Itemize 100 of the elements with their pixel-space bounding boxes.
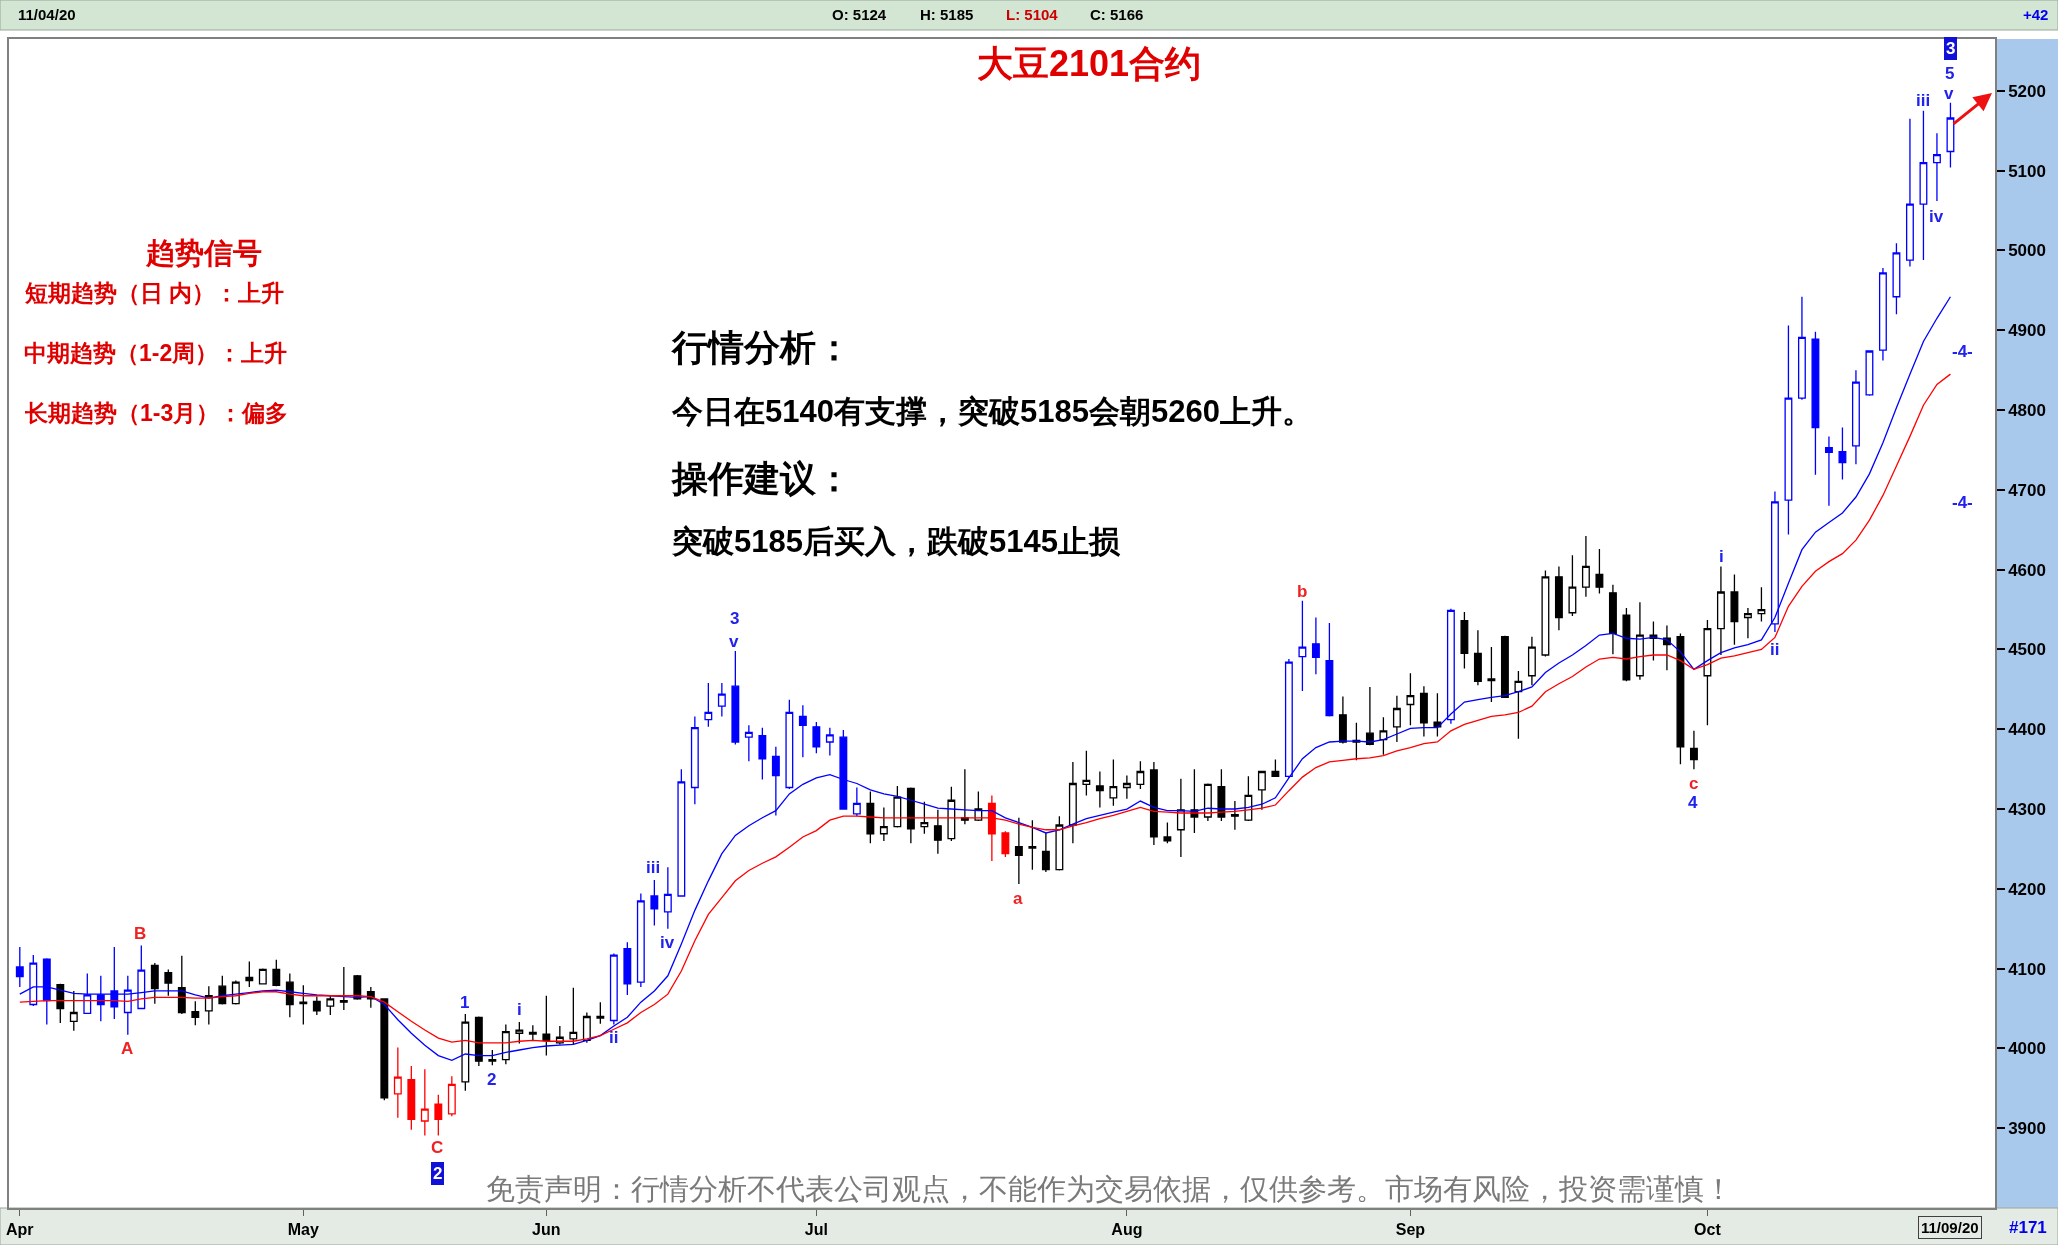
candlestick (1325, 622, 1334, 718)
candlestick (1946, 102, 1955, 169)
candlestick (677, 768, 686, 898)
candlestick (866, 790, 875, 844)
annotation: 3 (730, 609, 740, 628)
candlestick (663, 866, 672, 930)
candlestick (380, 997, 389, 1101)
candlestick (1392, 695, 1401, 743)
candlestick (1082, 750, 1091, 797)
candlestick (1824, 435, 1833, 507)
candlestick (542, 995, 551, 1057)
candlestick (1203, 782, 1212, 822)
candlestick (1703, 619, 1712, 726)
candlestick (1514, 670, 1523, 740)
candlestick (1041, 832, 1050, 873)
annotation: 突破5185后买入，跌破5145止损 (671, 524, 1121, 559)
candlestick (1554, 565, 1563, 631)
annotation: i (517, 1000, 522, 1019)
chart-title: 大豆2101合约 (976, 42, 1202, 84)
candlestick (299, 984, 308, 1026)
text: L: 5104 (1006, 6, 1059, 23)
y-tick-label: 5100 (2008, 161, 2046, 181)
x-tick-label: Jul (804, 1220, 828, 1238)
y-tick-label: 4600 (2008, 560, 2046, 580)
candlestick (1217, 768, 1226, 822)
candlestick (569, 987, 578, 1046)
annotation: iv (660, 933, 675, 952)
y-tick-label: 4400 (2008, 720, 2046, 740)
candlestick (1109, 758, 1118, 807)
candlestick (785, 699, 794, 790)
candlestick (1014, 817, 1023, 885)
y-tick-label: 4500 (2008, 640, 2046, 660)
annotation: 中期趋势（1-2周）：上升 (24, 340, 288, 366)
candlestick (474, 1015, 483, 1067)
candlestick (1028, 819, 1037, 871)
candlestick (272, 959, 281, 987)
candlestick (339, 966, 348, 1011)
x-tick-label: Oct (1694, 1220, 1722, 1238)
candlestick (1298, 600, 1307, 692)
candlestick (987, 794, 996, 862)
candlestick (1541, 569, 1550, 658)
candlestick (245, 960, 254, 988)
y-tick-label: 4200 (2008, 879, 2046, 899)
candlestick (906, 786, 915, 844)
candlestick (717, 682, 726, 718)
candlestick (204, 985, 213, 1026)
candlestick (56, 983, 65, 1024)
candlestick (137, 944, 146, 1010)
candlestick (1892, 242, 1901, 315)
annotation: 长期趋势（1-3月）：偏多 (24, 400, 289, 426)
candlestick (1662, 624, 1671, 671)
candlestick (285, 972, 294, 1018)
candlestick (83, 972, 92, 1015)
annotation: iv (1929, 207, 1944, 226)
y-tick-label: 5000 (2008, 241, 2046, 261)
candlestick (704, 682, 713, 728)
x-tick-label: May (287, 1220, 319, 1238)
candlestick (1838, 426, 1847, 481)
candlestick (164, 968, 173, 997)
y-tick-label: 4700 (2008, 480, 2046, 500)
candlestick (1743, 607, 1752, 639)
candlestick (1095, 770, 1104, 809)
text: 11/04/20 (18, 6, 76, 23)
annotation: 5 (1945, 64, 1955, 83)
candlestick (461, 1013, 470, 1092)
annotation: v (1944, 84, 1954, 103)
annotation: c (1689, 774, 1699, 793)
annotation: ii (609, 1028, 619, 1047)
candlestick (825, 726, 834, 757)
candlestick (1446, 608, 1455, 725)
candlestick (582, 1011, 591, 1044)
candlestick (1433, 692, 1442, 738)
candlestick (1568, 554, 1577, 617)
candlestick (1770, 490, 1779, 633)
y-tick-label: 4300 (2008, 799, 2046, 819)
candlestick (1001, 830, 1010, 858)
annotation: C (431, 1138, 444, 1157)
candlestick (1284, 658, 1293, 779)
candlestick (690, 715, 699, 805)
candlestick (326, 995, 335, 1016)
candlestick (501, 1023, 510, 1066)
candlestick (1757, 586, 1766, 623)
candlestick (920, 801, 929, 835)
candlestick (1379, 716, 1388, 756)
candlestick (1365, 686, 1374, 746)
candlestick (731, 650, 740, 746)
candlestick (1635, 601, 1644, 681)
y-tick-label: 5200 (2008, 81, 2046, 101)
annotation: B (134, 924, 147, 943)
text: C: 5166 (1090, 6, 1144, 23)
candlestick (893, 785, 902, 829)
text: H: 5185 (920, 6, 974, 23)
candlestick (420, 1068, 429, 1137)
annotation: A (121, 1039, 134, 1058)
candlestick (1878, 267, 1887, 362)
candlestick (1230, 800, 1239, 831)
candlestick (1271, 758, 1280, 778)
candlestick (1176, 778, 1185, 858)
candlestick (1055, 815, 1064, 872)
annotation: ii (1770, 640, 1780, 659)
